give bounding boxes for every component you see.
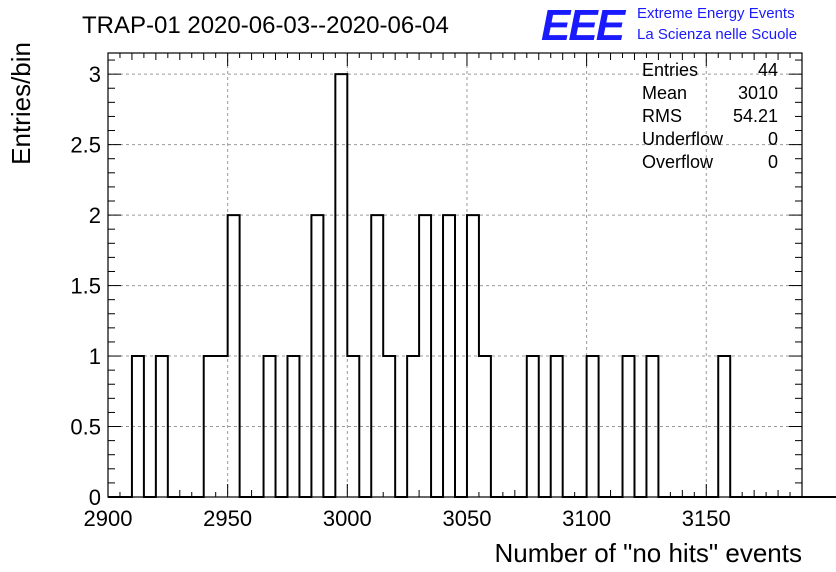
- stats-label: Overflow: [642, 152, 714, 172]
- y-tick-label: 0: [89, 485, 101, 510]
- y-axis-title: Entries/bin: [6, 42, 36, 165]
- stats-value: 3010: [738, 83, 778, 103]
- y-tick-label: 1: [89, 344, 101, 369]
- x-tick-label: 3100: [562, 506, 611, 531]
- eee-logo: EEE Extreme Energy Events La Scienza nel…: [541, 1, 797, 50]
- x-axis-title: Number of "no hits" events: [495, 538, 803, 568]
- stats-value: 44: [758, 60, 778, 80]
- stats-label: RMS: [642, 106, 682, 126]
- stats-value: 0: [768, 129, 778, 149]
- y-tick-label: 0.5: [70, 415, 101, 440]
- logo-line1: Extreme Energy Events: [637, 5, 795, 22]
- stats-label: Underflow: [642, 129, 724, 149]
- stats-value: 0: [768, 152, 778, 172]
- stats-value: 54.21: [733, 106, 778, 126]
- x-tick-label: 2950: [203, 506, 252, 531]
- x-tick-label: 3150: [682, 506, 731, 531]
- x-tick-label: 2900: [84, 506, 133, 531]
- y-tick-label: 3: [89, 62, 101, 87]
- x-tick-label: 3050: [442, 506, 491, 531]
- chart-title: TRAP-01 2020-06-03--2020-06-04: [82, 12, 449, 39]
- logo-line2: La Scienza nelle Scuole: [637, 26, 797, 43]
- y-tick-label: 2.5: [70, 133, 101, 158]
- stats-box: Entries 44 Mean 3010 RMS 54.21 Underflow 0 Overf…: [642, 60, 778, 172]
- axes: 2900 2950 3000 3050 3100 3150 0 0.5 1 1.5 2 2.5 3: [70, 52, 803, 531]
- stats-label: Entries: [642, 60, 698, 80]
- logo-mark: EEE: [541, 1, 627, 50]
- y-tick-label: 1.5: [70, 274, 101, 299]
- y-tick-label: 2: [89, 203, 101, 228]
- stats-label: Mean: [642, 83, 687, 103]
- x-tick-label: 3000: [323, 506, 372, 531]
